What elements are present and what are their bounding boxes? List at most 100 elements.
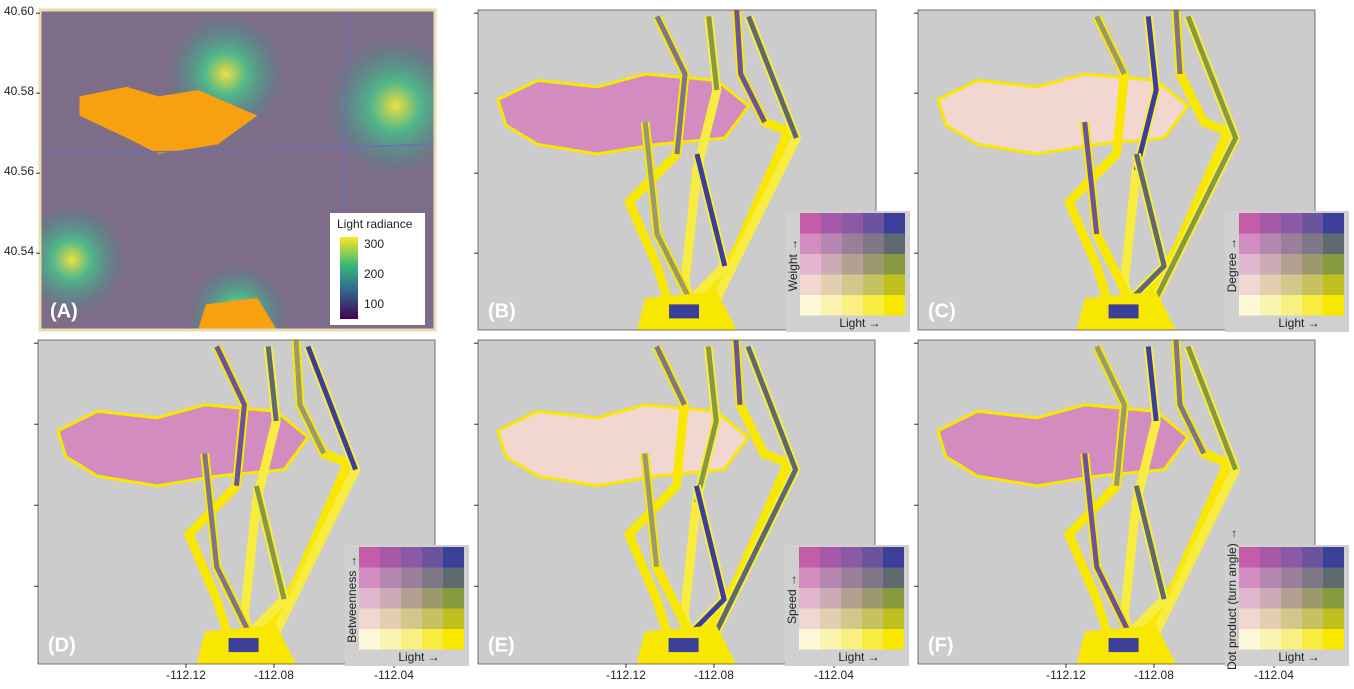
legend-cell: [443, 609, 464, 630]
legend-cell: [422, 588, 443, 609]
legend-cell: [862, 629, 883, 650]
legend-cell: [884, 234, 905, 255]
legend-cell: [1281, 275, 1302, 296]
panel-label: (B): [488, 300, 516, 322]
legend-cell: [862, 609, 883, 630]
legend-cell: [1323, 568, 1344, 589]
legend-x-label: Light →: [839, 316, 880, 330]
network-core-detail: [229, 638, 259, 652]
legend-cell: [1302, 568, 1323, 589]
legend-cell: [884, 213, 905, 234]
legend-cell: [862, 547, 883, 568]
legend-cell: [800, 213, 821, 234]
legend-cell: [883, 609, 904, 630]
legend-cell: [1302, 588, 1323, 609]
legend-cell: [821, 275, 842, 296]
map-panel: (E)-112.12-112.08-112.04Light →Speed →: [474, 340, 909, 682]
radiance-glow: [17, 205, 127, 315]
legend-cell: [1239, 234, 1260, 255]
legend-cell: [883, 588, 904, 609]
legend-cell: [841, 609, 862, 630]
panel-label: (D): [48, 634, 76, 656]
legend-y-label: Betweenness →: [345, 555, 359, 642]
legend-cell: [820, 568, 841, 589]
legend-cell: [1260, 213, 1281, 234]
legend-cell: [443, 568, 464, 589]
legend-cell: [380, 629, 401, 650]
x-tick-label: -112.04: [814, 668, 854, 682]
legend-cell: [883, 547, 904, 568]
legend-cell: [1281, 234, 1302, 255]
legend-cell: [821, 254, 842, 275]
legend-cell: [883, 629, 904, 650]
legend-cell: [359, 547, 380, 568]
y-tick-label: 40.60: [4, 4, 34, 18]
legend-cell: [820, 547, 841, 568]
legend-cell: [842, 254, 863, 275]
legend-cell: [1260, 568, 1281, 589]
legend-cell: [1239, 568, 1260, 589]
x-tick-label: -112.12: [606, 668, 646, 682]
network-core-detail: [669, 304, 699, 318]
legend-cell: [800, 275, 821, 296]
network-core-detail: [1109, 638, 1139, 652]
legend-cell: [862, 568, 883, 589]
legend-cell: [800, 295, 821, 316]
legend-cell: [1302, 609, 1323, 630]
legend-cell: [863, 295, 884, 316]
x-tick-label: -112.12: [166, 668, 206, 682]
legend-cell: [1281, 547, 1302, 568]
legend-cell: [359, 629, 380, 650]
legend-cell: [841, 588, 862, 609]
legend-cell: [863, 234, 884, 255]
legend-cell: [443, 588, 464, 609]
legend-cell: [1260, 629, 1281, 650]
legend-cell: [1281, 629, 1302, 650]
legend-cell: [841, 568, 862, 589]
legend-cell: [1260, 547, 1281, 568]
y-tick-label: 40.56: [4, 164, 34, 178]
legend-cell: [1302, 547, 1323, 568]
panel-label: (C): [928, 300, 956, 322]
legend-cell: [1260, 275, 1281, 296]
legend-cell: [1302, 629, 1323, 650]
x-tick-label: -112.08: [1134, 668, 1174, 682]
network-core-detail: [1109, 304, 1139, 318]
legend-cell: [1323, 547, 1344, 568]
legend-cell: [800, 254, 821, 275]
legend-cell: [821, 295, 842, 316]
legend-cell: [1323, 609, 1344, 630]
legend-cell: [359, 588, 380, 609]
x-tick-label: -112.04: [1254, 668, 1294, 682]
legend-cell: [359, 609, 380, 630]
legend-cell: [1323, 234, 1344, 255]
legend-cell: [799, 547, 820, 568]
legend-cell: [1323, 275, 1344, 296]
legend-cell: [1239, 254, 1260, 275]
legend-cell: [842, 234, 863, 255]
y-tick-label: 40.54: [4, 244, 34, 258]
legend-cell: [842, 275, 863, 296]
panel-label: (F): [928, 634, 954, 656]
map-panel: (F)-112.12-112.08-112.04Light →Dot produ…: [914, 340, 1349, 682]
legend-cell: [1260, 295, 1281, 316]
legend-tick: 200: [364, 267, 384, 281]
legend-cell: [1239, 213, 1260, 234]
legend-cell: [443, 629, 464, 650]
legend-cell: [841, 629, 862, 650]
legend-cell: [422, 568, 443, 589]
legend-cell: [842, 295, 863, 316]
legend-cell: [1281, 588, 1302, 609]
legend-x-label: Light →: [1278, 316, 1319, 330]
legend-cell: [1281, 213, 1302, 234]
legend-tick: 100: [364, 297, 384, 311]
legend-cell: [1302, 275, 1323, 296]
legend-tick: 300: [364, 237, 384, 251]
legend-cell: [1260, 609, 1281, 630]
legend-cell: [1302, 254, 1323, 275]
panel-label: (E): [488, 634, 515, 656]
legend-cell: [1323, 588, 1344, 609]
legend-cell: [422, 629, 443, 650]
legend-cell: [820, 588, 841, 609]
map-panel: (B)Light →Weight →: [474, 10, 910, 332]
